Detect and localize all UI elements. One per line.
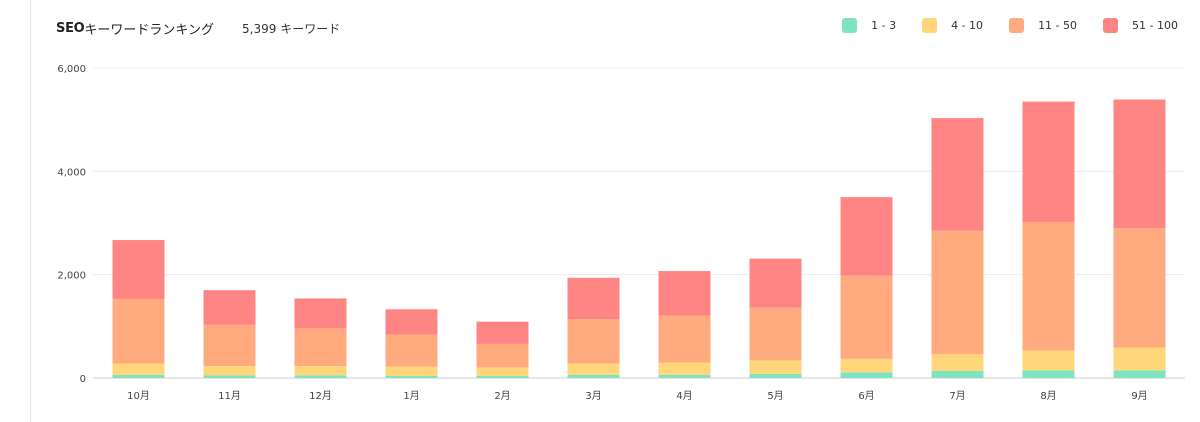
chart-header: SEO キーワードランキング 5,399 キーワード <box>56 18 340 38</box>
legend-label-51-100: 51 - 100 <box>1132 19 1178 32</box>
legend-swatch-11-50 <box>1009 18 1025 33</box>
x-tick-label: 6月 <box>858 390 874 402</box>
bar-segment-1-2[interactable] <box>203 324 256 367</box>
y-tick-label: 2,000 <box>57 271 86 282</box>
bar-segment-1-0[interactable] <box>203 375 256 378</box>
x-tick-label: 2月 <box>494 390 510 402</box>
legend-item-11-50[interactable]: 11 - 50 <box>1009 18 1077 33</box>
left-border <box>30 0 31 422</box>
bar-segment-11-2[interactable] <box>1113 228 1166 348</box>
bar-segment-7-2[interactable] <box>749 307 802 361</box>
legend-label-11-50: 11 - 50 <box>1038 19 1078 32</box>
x-tick-label: 9月 <box>1131 390 1147 402</box>
x-tick-label: 8月 <box>1040 390 1056 402</box>
bar-segment-10-0[interactable] <box>1022 370 1075 378</box>
keyword-count: 5,399 キーワード <box>242 21 341 36</box>
title-suffix: キーワードランキング <box>84 22 215 38</box>
y-tick-label: 6,000 <box>57 64 86 75</box>
bar-segment-0-3[interactable] <box>112 240 165 299</box>
y-tick-label: 0 <box>80 374 86 385</box>
bar-segment-0-2[interactable] <box>112 298 165 364</box>
bar-segment-2-2[interactable] <box>294 328 347 367</box>
bar-segment-11-3[interactable] <box>1113 99 1166 229</box>
bar-segment-2-0[interactable] <box>294 375 347 378</box>
bar-segment-7-1[interactable] <box>749 360 802 374</box>
bar-segment-8-2[interactable] <box>840 275 893 359</box>
bar-segment-10-3[interactable] <box>1022 101 1075 222</box>
bar-segment-5-2[interactable] <box>567 319 620 364</box>
bar-segment-4-2[interactable] <box>476 343 529 368</box>
legend-item-51-100[interactable]: 51 - 100 <box>1103 18 1178 33</box>
legend-swatch-4-10 <box>922 18 938 33</box>
legend-label-4-10: 4 - 10 <box>951 19 984 32</box>
x-tick-label: 10月 <box>127 390 150 402</box>
legend-label-1-3: 1 - 3 <box>871 19 897 32</box>
bar-segment-7-3[interactable] <box>749 258 802 308</box>
bar-segment-6-3[interactable] <box>658 271 711 316</box>
bar-segment-4-3[interactable] <box>476 321 529 344</box>
bar-segment-3-0[interactable] <box>385 375 438 378</box>
bar-segment-5-0[interactable] <box>567 374 620 378</box>
bar-segment-9-2[interactable] <box>931 230 984 355</box>
bar-segment-2-1[interactable] <box>294 366 347 376</box>
bar-segment-7-0[interactable] <box>749 373 802 378</box>
bar-segment-0-0[interactable] <box>112 374 165 378</box>
title-prefix: SEO <box>56 20 85 36</box>
x-tick-label: 7月 <box>949 390 965 402</box>
x-tick-label: 4月 <box>676 390 692 402</box>
legend-swatch-1-3 <box>842 18 858 33</box>
legend-item-1-3[interactable]: 1 - 3 <box>842 18 896 33</box>
bar-segment-11-1[interactable] <box>1113 347 1166 371</box>
bar-segment-6-2[interactable] <box>658 315 711 363</box>
bar-segment-5-1[interactable] <box>567 363 620 375</box>
bar-segment-8-0[interactable] <box>840 372 893 378</box>
bar-segment-3-3[interactable] <box>385 309 438 335</box>
bar-segment-9-1[interactable] <box>931 354 984 371</box>
legend-item-4-10[interactable]: 4 - 10 <box>922 18 983 33</box>
x-tick-label: 11月 <box>218 390 241 402</box>
x-tick-label: 3月 <box>585 390 601 402</box>
bar-segment-8-3[interactable] <box>840 197 893 276</box>
bar-segment-5-3[interactable] <box>567 277 620 320</box>
bar-segment-1-1[interactable] <box>203 366 256 376</box>
x-tick-label: 1月 <box>403 390 419 402</box>
bar-segment-8-1[interactable] <box>840 358 893 373</box>
legend-swatch-51-100 <box>1103 18 1119 33</box>
bar-segment-9-3[interactable] <box>931 118 984 231</box>
bar-segment-6-0[interactable] <box>658 374 711 378</box>
bar-segment-10-2[interactable] <box>1022 221 1075 351</box>
bar-segment-6-1[interactable] <box>658 362 711 375</box>
y-tick-label: 4,000 <box>57 167 86 178</box>
bar-segment-3-2[interactable] <box>385 334 438 367</box>
bar-segment-2-3[interactable] <box>294 298 347 329</box>
bar-segment-1-3[interactable] <box>203 290 256 325</box>
bar-segment-11-0[interactable] <box>1113 370 1166 378</box>
bar-segment-4-1[interactable] <box>476 367 529 376</box>
bar-segment-3-1[interactable] <box>385 366 438 376</box>
x-tick-label: 12月 <box>309 390 332 402</box>
legend: 1 - 3 4 - 10 11 - 50 51 - 100 <box>816 18 1178 33</box>
x-tick-label: 5月 <box>767 390 783 402</box>
bar-segment-9-0[interactable] <box>931 370 984 378</box>
bar-segment-10-1[interactable] <box>1022 350 1075 371</box>
bar-segment-0-1[interactable] <box>112 363 165 375</box>
bar-segment-4-0[interactable] <box>476 375 529 378</box>
